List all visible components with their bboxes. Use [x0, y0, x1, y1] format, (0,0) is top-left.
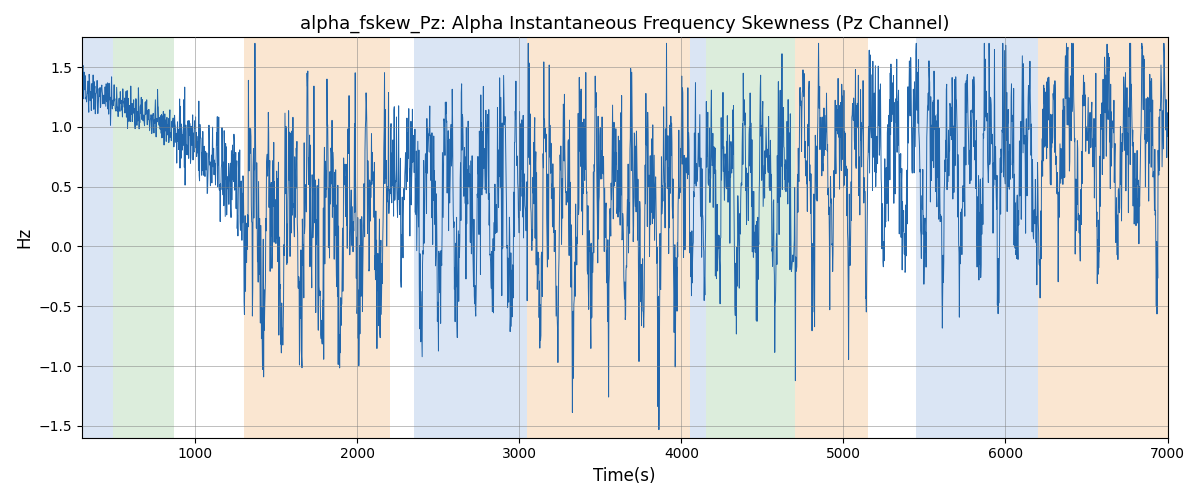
Bar	[917, 38, 1038, 438]
Bar	[528, 38, 690, 438]
Title: alpha_fskew_Pz: Alpha Instantaneous Frequency Skewness (Pz Channel): alpha_fskew_Pz: Alpha Instantaneous Freq…	[300, 15, 949, 34]
Bar	[706, 38, 794, 438]
X-axis label: Time(s): Time(s)	[594, 467, 656, 485]
Y-axis label: Hz: Hz	[14, 227, 32, 248]
Bar	[794, 38, 868, 438]
Bar	[244, 38, 390, 438]
Bar	[690, 38, 706, 438]
Bar	[113, 38, 174, 438]
Bar	[1038, 38, 1168, 438]
Bar	[414, 38, 528, 438]
Bar	[82, 38, 113, 438]
